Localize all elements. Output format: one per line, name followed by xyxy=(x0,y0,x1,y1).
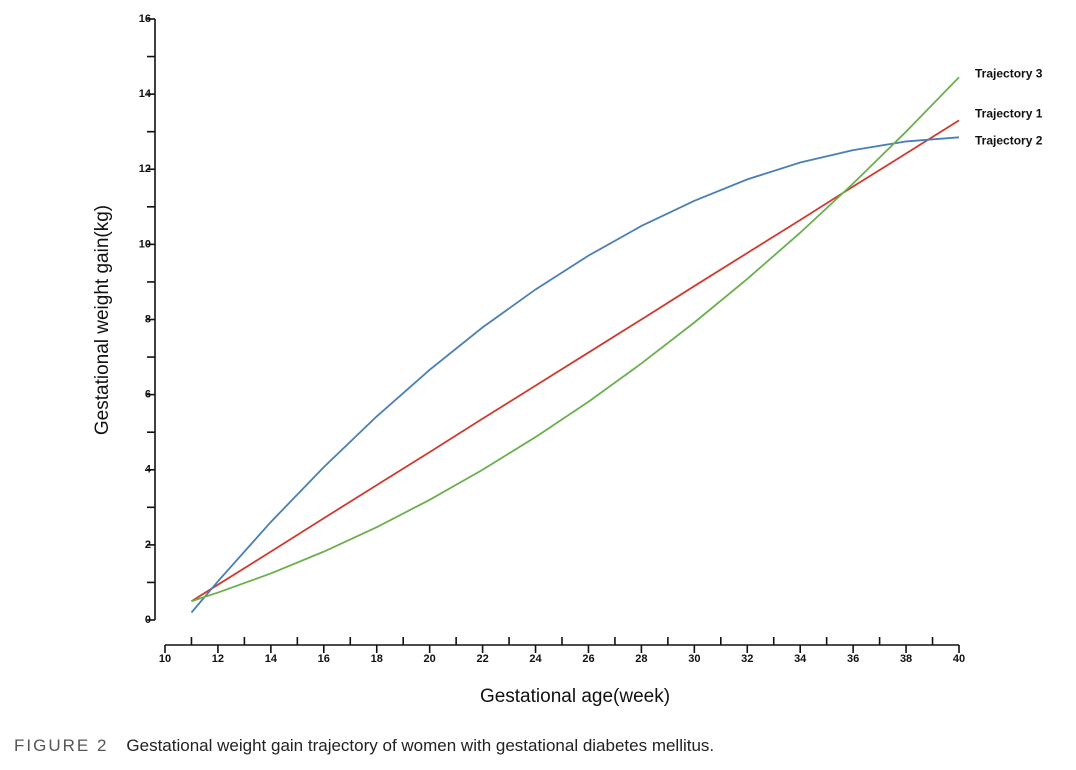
x-tick-label: 38 xyxy=(900,653,912,665)
y-tick-label: 4 xyxy=(145,464,152,476)
x-tick-label: 20 xyxy=(424,653,436,665)
x-tick-label: 14 xyxy=(265,653,278,665)
y-tick-label: 10 xyxy=(139,238,151,250)
caption-text: Gestational weight gain trajectory of wo… xyxy=(126,736,715,755)
x-tick-label: 40 xyxy=(953,653,965,665)
x-tick-label: 12 xyxy=(212,653,224,665)
x-tick-label: 30 xyxy=(688,653,700,665)
trajectory-line xyxy=(190,136,960,614)
y-tick-label: 8 xyxy=(145,313,151,325)
y-tick-label: 2 xyxy=(145,539,151,551)
x-tick-label: 26 xyxy=(582,653,594,665)
caption-label: FIGURE 2 xyxy=(14,736,109,755)
x-tick-label: 32 xyxy=(741,653,753,665)
y-axis-label: Gestational weight gain(kg) xyxy=(92,205,113,435)
x-axis-label: Gestational age(week) xyxy=(480,686,670,707)
trajectory-line xyxy=(191,76,960,603)
x-tick-label: 34 xyxy=(794,653,807,665)
x-tick-label: 10 xyxy=(159,653,171,665)
y-tick-label: 0 xyxy=(145,614,151,626)
trajectory-line xyxy=(190,119,960,602)
x-tick-label: 36 xyxy=(847,653,859,665)
legend-label: Trajectory 3 xyxy=(975,66,1043,80)
chart: Gestational age(week) Gestational weight… xyxy=(92,13,1043,707)
y-tick-label: 16 xyxy=(139,13,151,25)
x-tick-label: 16 xyxy=(318,653,330,665)
legend-label: Trajectory 1 xyxy=(975,107,1043,121)
y-tick-label: 14 xyxy=(139,88,152,100)
caption: FIGURE 2 Gestational weight gain trajecto… xyxy=(14,736,714,756)
x-tick-label: 28 xyxy=(635,653,647,665)
x-tick-label: 18 xyxy=(371,653,383,665)
x-tick-label: 24 xyxy=(529,653,542,665)
legend-label: Trajectory 2 xyxy=(975,133,1043,147)
y-tick-label: 6 xyxy=(145,389,151,401)
x-tick-label: 22 xyxy=(476,653,488,665)
y-tick-label: 12 xyxy=(139,163,151,175)
